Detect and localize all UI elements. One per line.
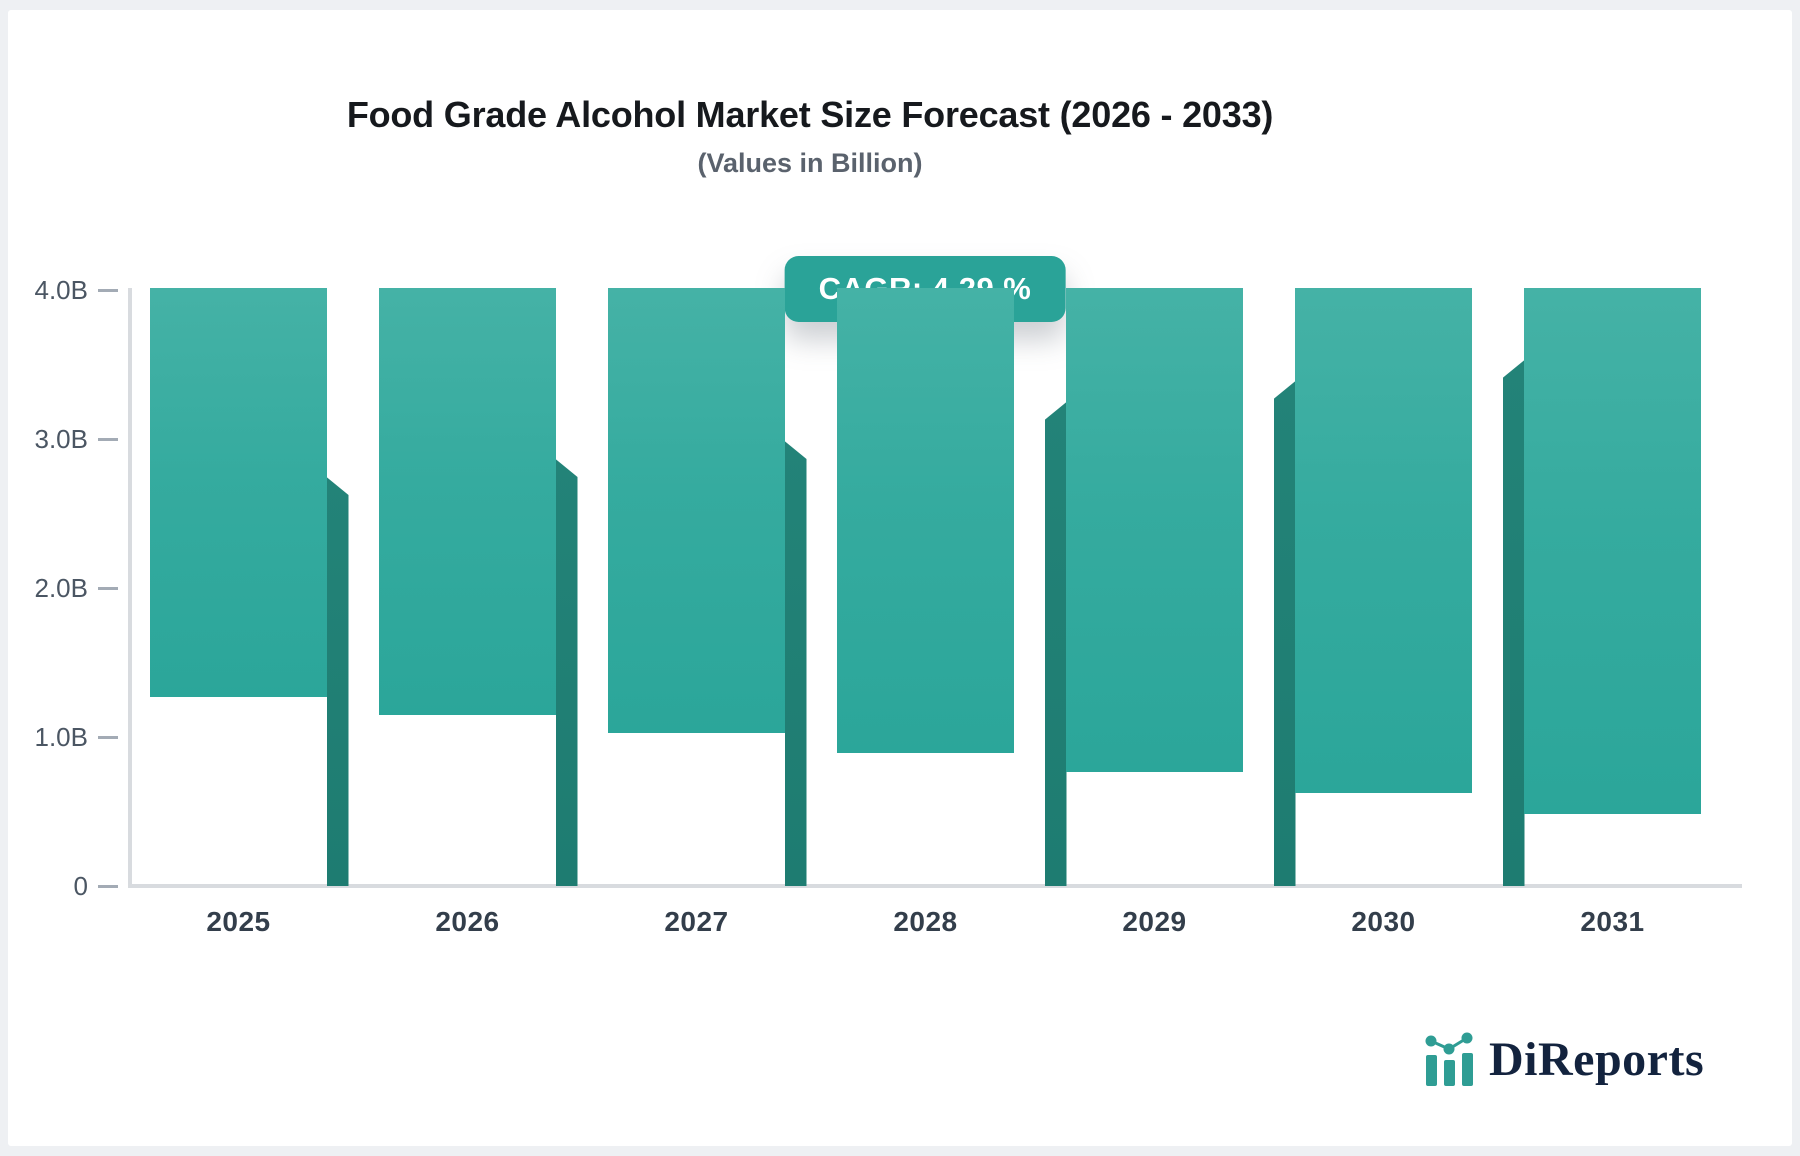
bars-plot-area: 2.745 B2.865 B2.989 B3.118 B3.251 B3.389… (124, 288, 1727, 886)
bar (837, 288, 1014, 753)
bar (1295, 288, 1472, 793)
y-tick-label: 0 (73, 871, 88, 901)
bar (150, 288, 327, 697)
bar (379, 288, 556, 715)
bar (608, 288, 785, 733)
direports-logo: DiReports (1423, 1028, 1704, 1090)
x-tick-label: 2027 (664, 906, 729, 937)
y-axis: 4.0B 3.0B 2.0B 1.0B 0 (0, 275, 124, 901)
logo-text: DiReports (1489, 1032, 1705, 1086)
x-tick-label: 2026 (435, 906, 500, 937)
bar-3d-side (784, 441, 807, 886)
y-tick-label: 1.0B (34, 722, 89, 752)
bar-group-2030: 3.389 B (1269, 288, 1498, 886)
y-axis-line (128, 288, 132, 888)
y-tick-mark (98, 289, 118, 292)
bar-group-2028: 3.118 B (811, 288, 1040, 886)
y-tick-mark (98, 885, 118, 888)
x-tick-label: 2029 (1122, 906, 1187, 937)
bar (1524, 288, 1701, 814)
chart-subtitle: (Values in Billion) (697, 148, 923, 178)
x-axis-labels: 2025 2026 2027 2028 2029 2030 2031 (124, 906, 1727, 938)
x-tick-label: 2031 (1580, 906, 1645, 937)
bar-group-2025: 2.745 B (124, 288, 353, 886)
x-tick-label: 2028 (893, 906, 958, 937)
chart-title: Food Grade Alcohol Market Size Forecast … (346, 94, 1274, 135)
y-tick-label: 4.0B (34, 275, 89, 305)
bar-3d-side (1502, 360, 1525, 886)
trend-bars-icon (1425, 1032, 1473, 1086)
y-tick-label: 2.0B (34, 573, 89, 603)
x-tick-label: 2030 (1351, 906, 1416, 937)
bar-group-2027: 2.989 B (582, 288, 811, 886)
x-axis-baseline (128, 884, 1742, 888)
bar-3d-side (1044, 402, 1067, 886)
y-tick-label: 3.0B (34, 424, 89, 454)
bar-group-2031: 3.532 B (1498, 288, 1727, 886)
y-tick-mark (98, 438, 118, 441)
bar-3d-side (1273, 381, 1296, 886)
bar-3d-side (555, 459, 578, 886)
bar-3d-side (326, 477, 349, 886)
bar-group-2026: 2.865 B (353, 288, 582, 886)
y-tick-mark (98, 736, 118, 739)
x-tick-label: 2025 (206, 906, 271, 937)
bar (1066, 288, 1243, 772)
bar-group-2029: 3.251 B (1040, 288, 1269, 886)
y-tick-mark (98, 587, 118, 590)
